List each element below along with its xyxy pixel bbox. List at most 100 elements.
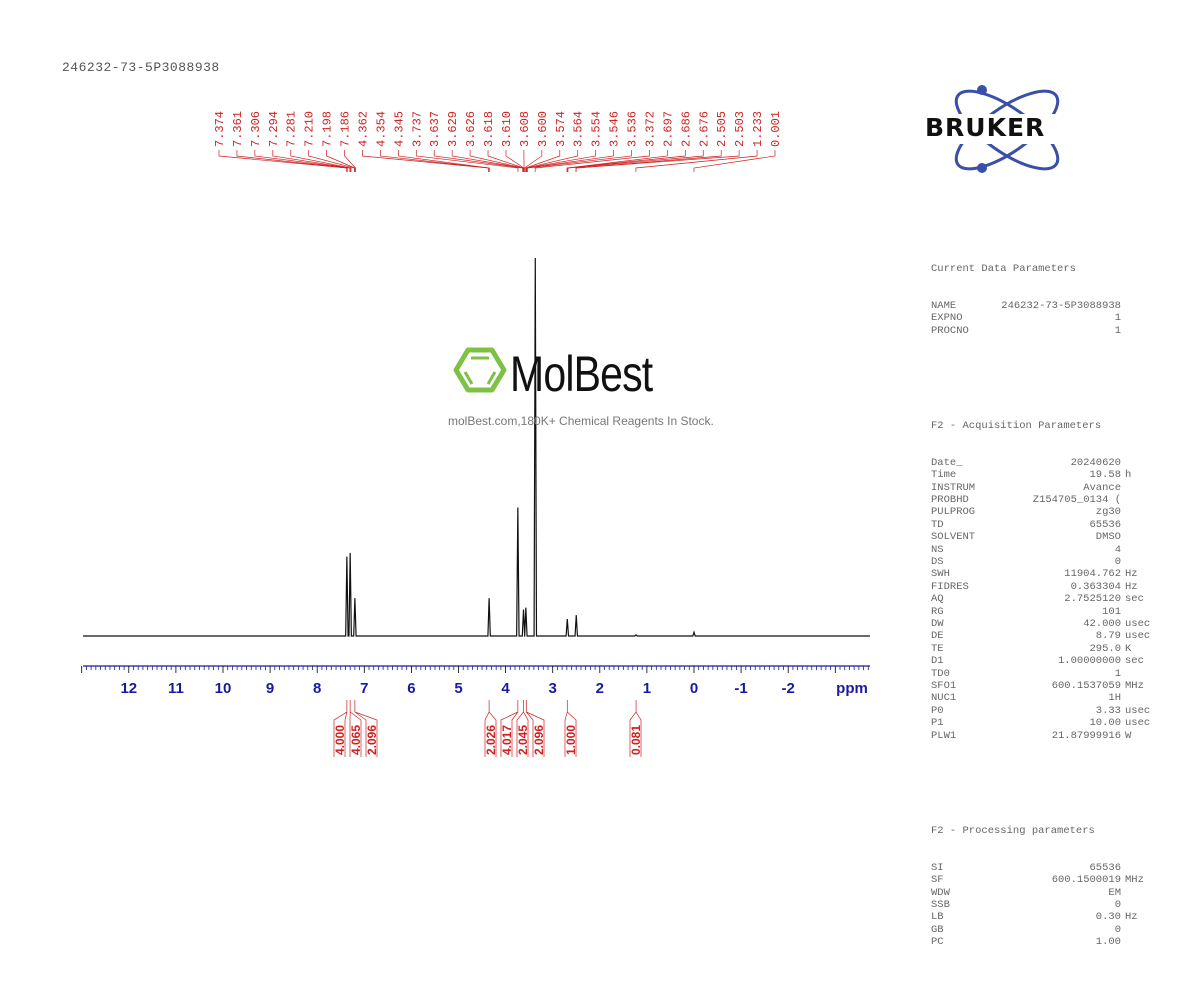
param-unit <box>1121 544 1125 556</box>
param-value: DMSO <box>1095 531 1121 544</box>
x-tick-label: 5 <box>454 680 462 697</box>
peak-labels: 7.374 7.361 7.306 7.294 7.281 7.210 7.198 7.186… <box>213 111 783 172</box>
param-key: P1 <box>931 717 944 730</box>
param-row: GB 0 <box>931 924 1150 936</box>
param-value: Avance <box>1083 481 1121 494</box>
molbest-hexagon-icon <box>453 347 507 393</box>
param-unit: Hz <box>1125 911 1138 924</box>
param-row: AQ 2.7525120 sec <box>931 593 1150 605</box>
param-value: 2.7525120 <box>1064 593 1121 606</box>
param-unit <box>1121 668 1125 680</box>
integral-value: 2.096 <box>532 725 546 755</box>
param-unit: Hz <box>1125 580 1138 593</box>
param-value: 1.00000000 <box>1057 655 1121 668</box>
param-row: DW 42.000 usec <box>931 618 1150 630</box>
param-key: TD <box>931 518 944 531</box>
peak-label: 1.233 <box>751 111 765 147</box>
param-unit: h <box>1125 469 1132 482</box>
param-value: 101 <box>1102 605 1121 618</box>
x-tick-label: 7 <box>360 680 368 697</box>
param-value: 0 <box>1114 898 1121 911</box>
peak-label: 3.372 <box>643 111 657 147</box>
peak-label: 2.503 <box>733 111 747 147</box>
param-value: 65536 <box>1089 518 1121 531</box>
peak-label: 3.574 <box>554 111 568 147</box>
param-key: SSB <box>931 898 950 911</box>
param-key: DS <box>931 555 944 568</box>
x-tick-label: 8 <box>313 680 321 697</box>
param-row: SOLVENT DMSO <box>931 531 1150 543</box>
param-value: zg30 <box>1095 506 1121 519</box>
param-value: 10.00 <box>1089 717 1121 730</box>
param-unit <box>1121 887 1125 899</box>
bruker-logo-text: BRUKER <box>925 113 1046 142</box>
x-tick-label: 12 <box>120 680 137 697</box>
param-value: 1 <box>1114 312 1121 325</box>
param-value: Z154705_0134 ( <box>1032 493 1121 506</box>
param-value: 600.1537059 <box>1051 680 1121 693</box>
param-row: FIDRES 0.363304 Hz <box>931 581 1150 593</box>
param-key: PC <box>931 936 944 949</box>
param-unit <box>1121 312 1125 324</box>
param-value: 1 <box>1114 667 1121 680</box>
param-unit: usec <box>1125 618 1151 630</box>
integral-value: 2.045 <box>516 725 530 755</box>
peak-label: 7.198 <box>321 111 335 147</box>
param-unit <box>1121 482 1125 494</box>
param-value: EM <box>1108 886 1121 899</box>
param-key: P0 <box>931 704 944 717</box>
param-key: Time <box>931 469 957 482</box>
param-row: PROBHD Z154705_0134 ( <box>931 494 1150 506</box>
integral-value: 0.081 <box>629 725 643 755</box>
watermark-tagline: molBest.com,180K+ Chemical Reagents In S… <box>448 414 714 428</box>
param-value: 3.33 <box>1095 704 1121 717</box>
peak-label: 7.281 <box>285 111 299 147</box>
x-tick-label: 11 <box>168 680 184 697</box>
x-tick-label: -2 <box>782 680 795 697</box>
param-row: INSTRUM Avance <box>931 482 1150 494</box>
peak-label: 3.737 <box>410 111 424 147</box>
param-key: AQ <box>931 593 944 606</box>
sample-id: 246232-73-5P3088938 <box>62 60 220 75</box>
param-value: 0 <box>1114 923 1121 936</box>
peak-label: 2.686 <box>679 111 693 147</box>
watermark-logo-text: MolBest <box>510 346 653 402</box>
x-tick-label: 6 <box>407 680 415 697</box>
param-key: SFO1 <box>931 680 957 693</box>
param-key: NUC1 <box>931 692 957 705</box>
param-unit <box>1121 606 1125 618</box>
param-key: NAME <box>931 299 957 312</box>
acquisition-section: F2 - Acquisition Parameters Date_ 2024062… <box>931 395 1150 767</box>
param-row: TD0 1 <box>931 668 1150 680</box>
x-tick-label: 4 <box>501 680 510 697</box>
param-value: 1 <box>1114 324 1121 337</box>
x-tick-label: 1 <box>643 680 651 697</box>
param-unit: MHz <box>1125 874 1144 887</box>
param-row: DE 8.79 usec <box>931 630 1150 642</box>
peak-label: 3.608 <box>518 111 532 147</box>
param-value: 11904.762 <box>1064 568 1121 581</box>
param-key: DE <box>931 630 944 643</box>
param-key: EXPNO <box>931 312 963 325</box>
param-value: 19.58 <box>1089 469 1121 482</box>
section-title: Current Data Parameters <box>931 262 1076 275</box>
param-key: TE <box>931 642 944 655</box>
param-value: 65536 <box>1089 861 1121 874</box>
acquisition-parameters-panel: Current Data Parameters NAME 246232-73-5P… <box>931 213 1150 994</box>
param-unit: sec <box>1125 593 1144 606</box>
param-value: 0.30 <box>1095 911 1121 924</box>
x-tick-label: 0 <box>690 680 698 697</box>
peak-label: 3.637 <box>428 111 442 147</box>
param-key: TD0 <box>931 667 950 680</box>
section-title: F2 - Acquisition Parameters <box>931 419 1102 432</box>
param-unit <box>1121 325 1125 337</box>
param-unit <box>1121 936 1125 948</box>
param-key: RG <box>931 605 944 618</box>
peak-label: 3.626 <box>464 111 478 147</box>
param-value: 295.0 <box>1089 642 1121 655</box>
param-key: PROBHD <box>931 493 969 506</box>
integral-value: 4.065 <box>349 725 363 755</box>
param-unit: Hz <box>1125 568 1138 581</box>
param-value: 8.79 <box>1095 630 1121 643</box>
param-value: 1.00 <box>1095 936 1121 949</box>
